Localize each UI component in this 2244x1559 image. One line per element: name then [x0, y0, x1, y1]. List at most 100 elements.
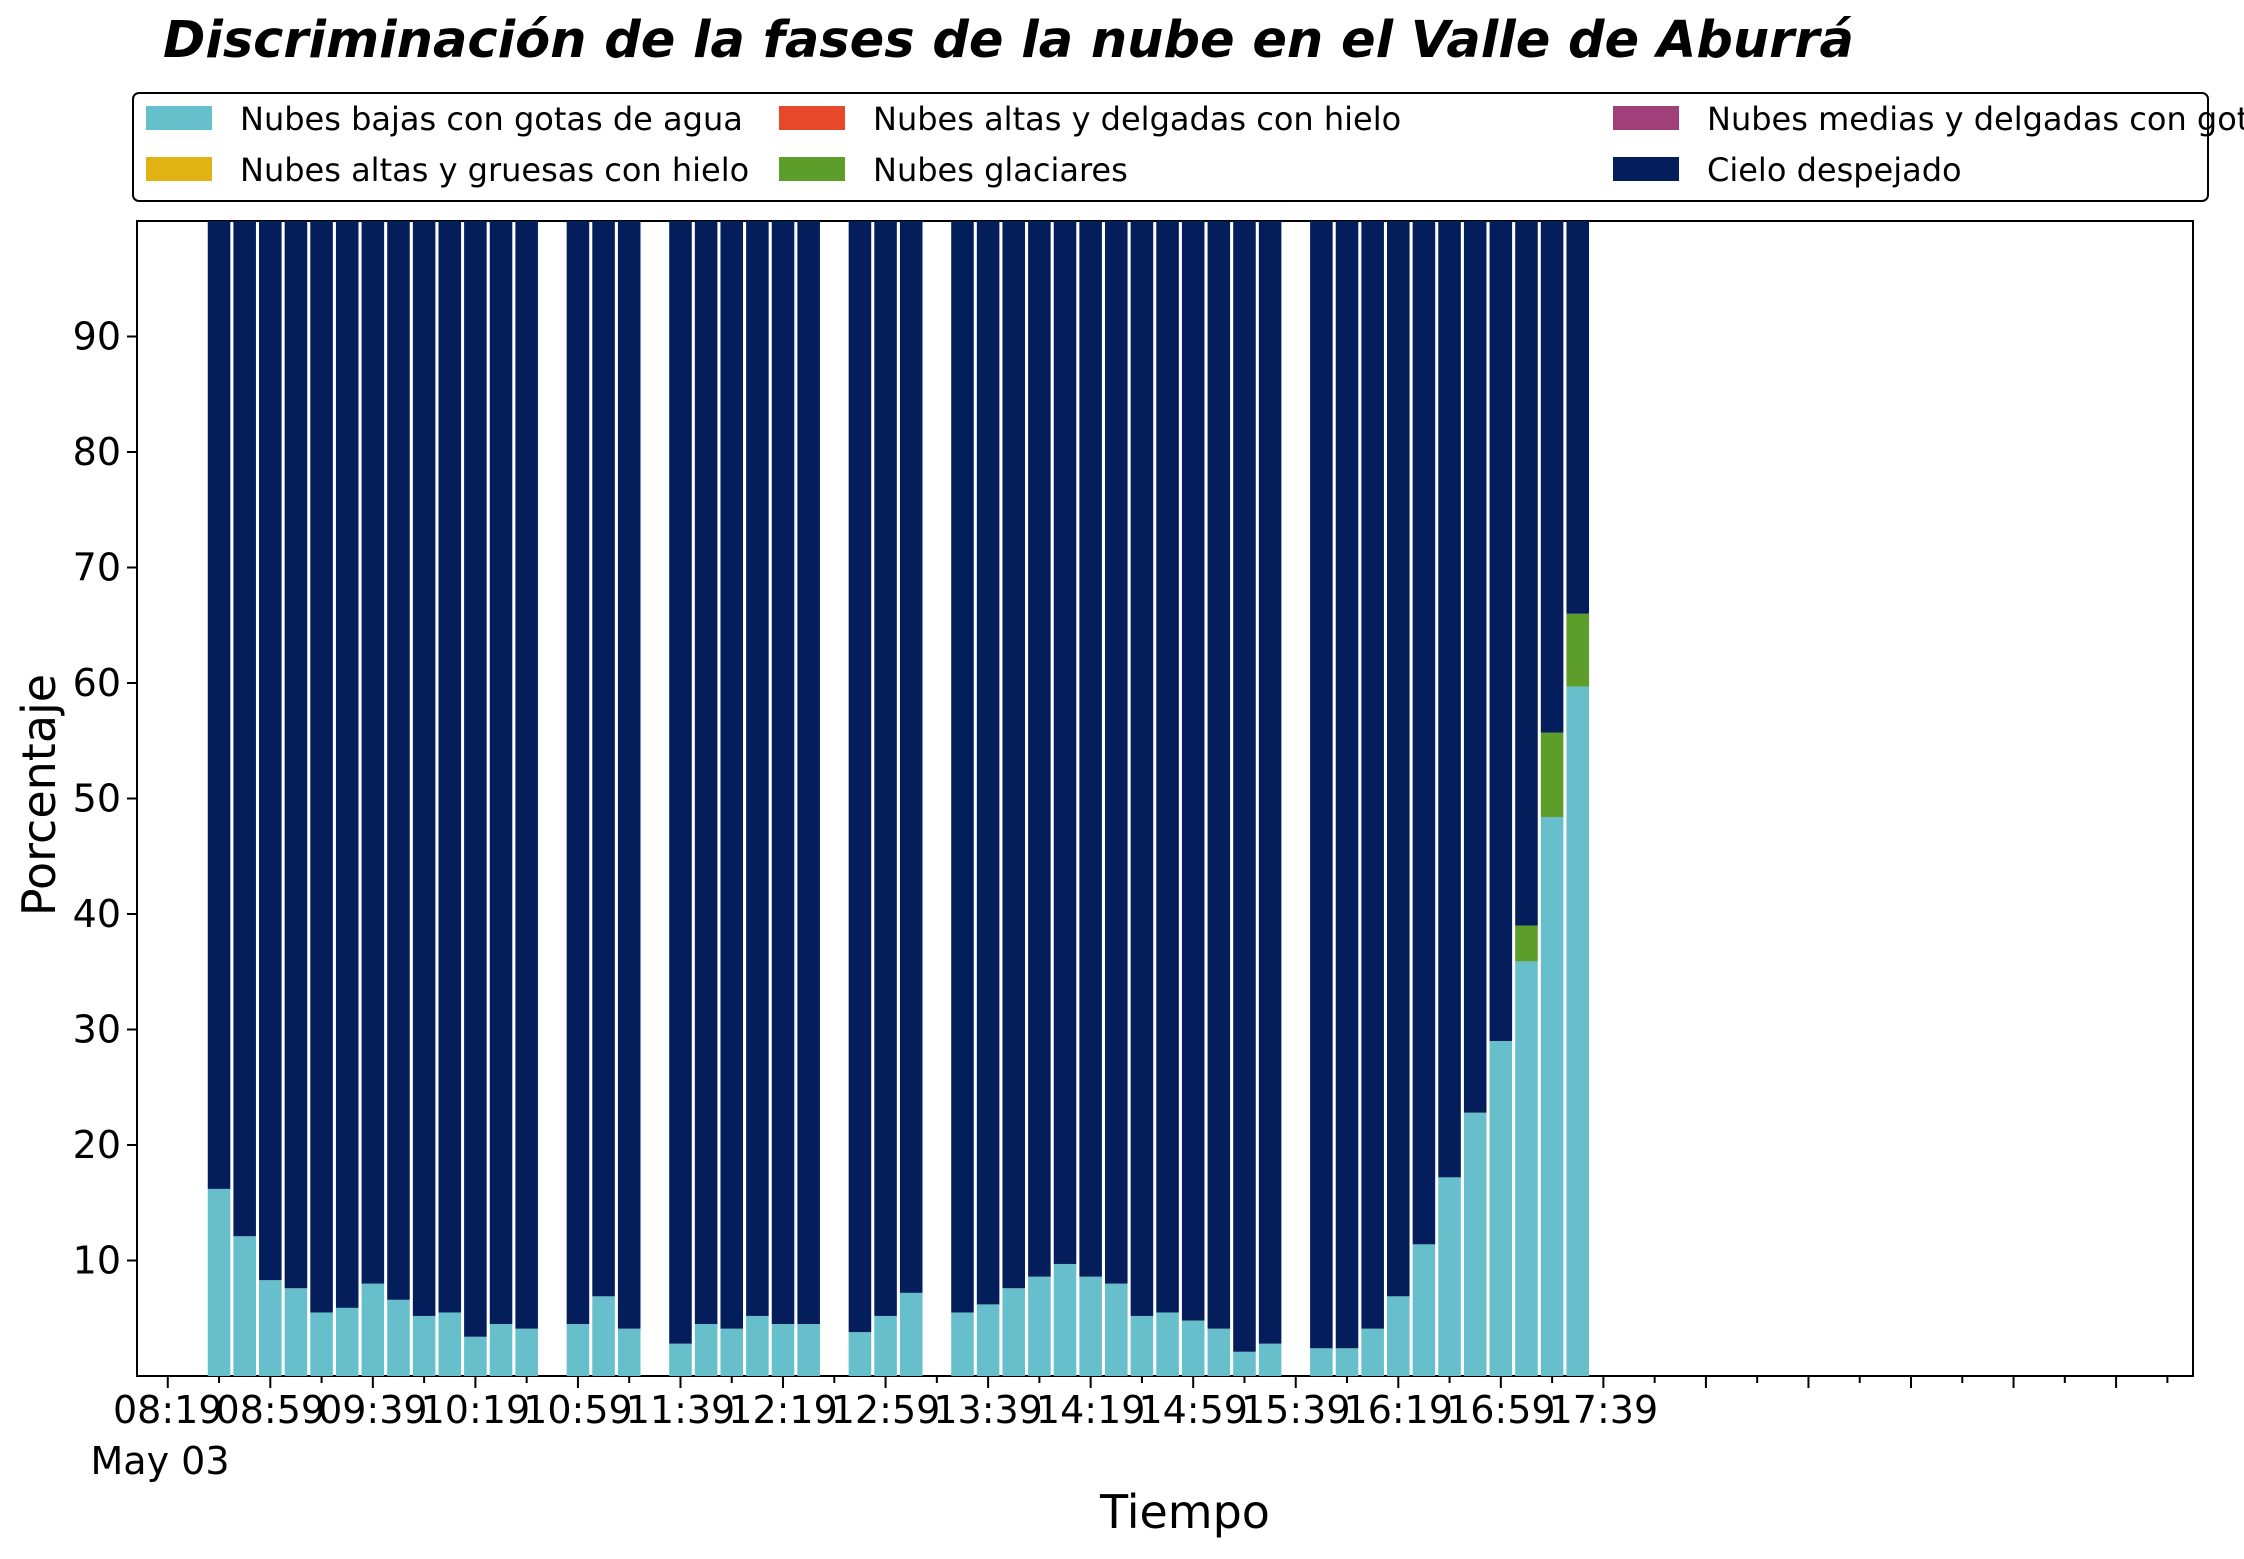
bar-segment-5 — [1438, 221, 1461, 1178]
legend-swatch — [146, 157, 212, 181]
bar-segment-0 — [1540, 816, 1564, 1376]
x-tick-label: 14:59 — [1138, 1388, 1248, 1432]
bar-segment-5 — [720, 221, 744, 1329]
y-tick-label: 70 — [73, 546, 121, 590]
x-tick-label: 16:19 — [1344, 1388, 1454, 1432]
bar-segment-0 — [233, 1236, 256, 1376]
bar-segment-5 — [1515, 221, 1538, 926]
bar-segment-0 — [746, 1315, 769, 1376]
y-axis-label: Porcentaje — [12, 674, 66, 916]
bar-segment-0 — [310, 1312, 333, 1376]
bar-segment-5 — [1540, 221, 1564, 733]
bar-segment-5 — [489, 221, 513, 1325]
bar-segment-0 — [515, 1328, 538, 1376]
bar-segment-0 — [874, 1315, 897, 1376]
bar-segment-5 — [771, 221, 795, 1325]
bar-segment-0 — [694, 1324, 718, 1376]
bar-segment-0 — [951, 1312, 974, 1376]
bar-segment-5 — [1105, 221, 1128, 1284]
bar-segment-5 — [1566, 221, 1590, 614]
x-tick-label: 10:59 — [523, 1388, 633, 1432]
x-axis: 08:1908:5909:3910:1910:5911:3912:1912:59… — [113, 1376, 2169, 1432]
x-tick-label: 14:19 — [1036, 1388, 1146, 1432]
bar-segment-5 — [1028, 221, 1051, 1277]
bar-segment-0 — [1233, 1351, 1256, 1376]
x-axis-label: Tiempo — [1099, 1485, 1270, 1539]
bar-segment-5 — [259, 221, 282, 1281]
bar-segment-0 — [259, 1280, 282, 1376]
y-tick-label: 30 — [73, 1008, 121, 1052]
bar-segment-5 — [1207, 221, 1231, 1329]
bar-segment-0 — [1515, 961, 1538, 1376]
x-tick-label: 12:59 — [831, 1388, 941, 1432]
bar-segment-5 — [1335, 221, 1359, 1349]
bar-segment-5 — [1156, 221, 1179, 1313]
bar-segment-0 — [617, 1328, 641, 1376]
bar-segment-5 — [669, 221, 692, 1344]
bar-segment-0 — [412, 1315, 436, 1376]
x-tick-label: 12:19 — [728, 1388, 838, 1432]
bar-segment-5 — [592, 221, 615, 1297]
bar-segment-5 — [976, 221, 1000, 1305]
y-tick-label: 50 — [73, 777, 121, 821]
bar-segment-0 — [1156, 1312, 1179, 1376]
legend: Nubes bajas con gotas de agua Nubes altas… — [132, 92, 2244, 202]
bar-segment-0 — [284, 1288, 308, 1376]
bar-segment-5 — [284, 221, 308, 1289]
x-tick-label: 11:39 — [626, 1388, 736, 1432]
bar-segment-0 — [1079, 1276, 1102, 1376]
bar-segment-0 — [848, 1332, 872, 1376]
x-tick-label: 09:39 — [318, 1388, 428, 1432]
legend-swatch — [779, 157, 845, 181]
bar-segment-5 — [874, 221, 897, 1316]
legend-label: Nubes altas y gruesas con hielo — [240, 151, 749, 189]
x-tick-label: 10:19 — [421, 1388, 531, 1432]
bar-segment-0 — [976, 1304, 1000, 1376]
bar-segment-0 — [464, 1336, 487, 1376]
y-tick-label: 40 — [73, 892, 121, 936]
bar-segment-5 — [1489, 221, 1513, 1042]
bar-segment-1 — [1540, 732, 1564, 817]
bar-segment-5 — [1361, 221, 1384, 1329]
bar-segment-1 — [1515, 925, 1538, 962]
bar-segment-0 — [1566, 686, 1590, 1376]
bar-segment-1 — [1566, 613, 1590, 687]
bar-segment-0 — [1181, 1320, 1205, 1376]
bar-segment-5 — [207, 221, 231, 1189]
x-tick-label: 15:39 — [1241, 1388, 1351, 1432]
bar-segment-5 — [438, 221, 462, 1313]
bar-segment-5 — [951, 221, 974, 1313]
y-tick-label: 60 — [73, 661, 121, 705]
bar-segment-5 — [694, 221, 718, 1325]
bar-segment-5 — [310, 221, 333, 1313]
bar-segment-0 — [1361, 1328, 1384, 1376]
bar-segment-0 — [720, 1328, 744, 1376]
y-tick-label: 20 — [73, 1123, 121, 1167]
bar-segment-5 — [1310, 221, 1333, 1349]
bar-segment-0 — [1489, 1041, 1513, 1376]
x-tick-label: 16:59 — [1446, 1388, 1556, 1432]
bar-segment-0 — [438, 1312, 462, 1376]
bar-segment-5 — [387, 221, 410, 1300]
bar-segment-0 — [592, 1296, 615, 1376]
bar-segment-5 — [233, 221, 256, 1237]
bar-segment-0 — [1053, 1263, 1077, 1376]
x-tick-label: 08:59 — [216, 1388, 326, 1432]
bar-segment-0 — [1438, 1177, 1461, 1376]
bar-segment-0 — [489, 1324, 513, 1376]
legend-label: Cielo despejado — [1707, 151, 1962, 189]
bar-segment-0 — [1335, 1348, 1359, 1376]
bar-segment-5 — [1079, 221, 1102, 1277]
bar-segment-5 — [1463, 221, 1487, 1113]
bar-segment-0 — [335, 1307, 359, 1376]
bar-segment-5 — [361, 221, 385, 1284]
bar-segment-5 — [515, 221, 538, 1329]
legend-swatch — [146, 106, 212, 130]
bar-segment-5 — [848, 221, 872, 1333]
bar-segment-0 — [797, 1324, 820, 1376]
bar-segment-5 — [464, 221, 487, 1337]
bar-segment-0 — [387, 1299, 410, 1376]
bar-segment-0 — [1028, 1276, 1051, 1376]
legend-swatch — [1613, 157, 1679, 181]
